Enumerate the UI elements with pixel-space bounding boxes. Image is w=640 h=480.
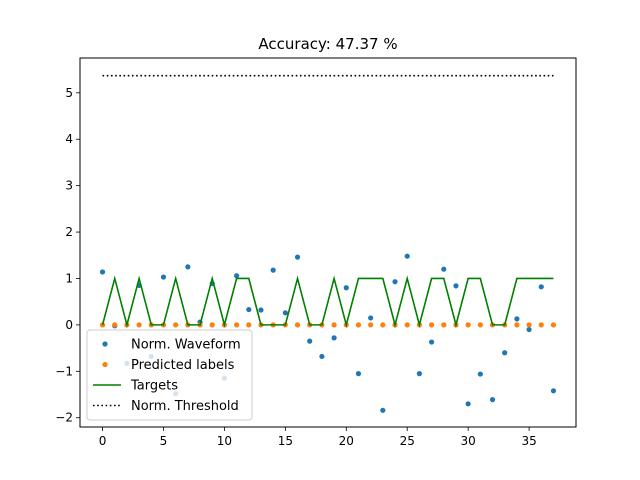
- norm-waveform-point: [502, 350, 508, 356]
- y-tick-label: −1: [55, 364, 73, 378]
- predicted-labels-point: [380, 322, 386, 328]
- legend-label-predicted-labels: Predicted labels: [131, 358, 235, 373]
- norm-waveform-point: [355, 371, 362, 377]
- predicted-labels-point: [368, 322, 374, 328]
- norm-waveform-point: [343, 285, 349, 291]
- legend-marker-norm-waveform: [102, 341, 108, 347]
- norm-waveform-point: [282, 310, 288, 316]
- y-tick-label: 0: [65, 318, 73, 332]
- x-tick-label: 35: [521, 434, 536, 448]
- x-tick-label: 10: [217, 434, 232, 448]
- predicted-labels-point: [441, 322, 447, 328]
- y-tick-label: 1: [65, 271, 73, 285]
- norm-waveform-point: [416, 371, 423, 377]
- predicted-labels-point: [246, 322, 252, 328]
- plot-area: [99, 74, 557, 413]
- x-tick-label: 25: [400, 434, 415, 448]
- norm-waveform-point: [331, 335, 337, 341]
- norm-waveform-point: [368, 315, 374, 321]
- norm-waveform-point: [319, 353, 325, 360]
- legend-label-targets: Targets: [130, 379, 178, 394]
- legend-marker-predicted-labels: [102, 361, 108, 368]
- norm-waveform-point: [477, 371, 483, 377]
- predicted-labels-point: [465, 322, 471, 328]
- norm-waveform-point: [428, 339, 435, 345]
- norm-waveform-point: [185, 264, 191, 270]
- norm-waveform-point: [404, 253, 410, 259]
- axes-frame: [79, 57, 577, 428]
- predicted-labels-point: [355, 322, 362, 328]
- predicted-labels-point: [404, 322, 410, 328]
- predicted-labels-point: [112, 322, 118, 328]
- norm-waveform-point: [526, 326, 532, 333]
- norm-waveform-point: [160, 274, 167, 280]
- predicted-labels-point: [538, 322, 544, 328]
- norm-waveform-point: [246, 306, 252, 313]
- legend-label-norm-waveform: Norm. Waveform: [131, 338, 241, 353]
- axes: 0 5 10 15 20 25 30 35 −2 −1 0 1 2 3 4 5: [55, 57, 577, 448]
- y-tick-label: 4: [65, 132, 73, 146]
- legend-box: [86, 329, 253, 421]
- predicted-labels-point: [294, 322, 301, 328]
- norm-waveform-point: [233, 273, 240, 279]
- norm-waveform-point: [514, 316, 520, 322]
- norm-waveform-point: [307, 338, 313, 344]
- y-tick-label: 2: [65, 225, 73, 239]
- norm-waveform-point: [294, 254, 301, 260]
- x-tick-label: 5: [160, 434, 168, 448]
- x-tick-label: 0: [99, 434, 107, 448]
- predicted-labels-point: [209, 322, 215, 328]
- predicted-labels-point: [233, 322, 240, 328]
- predicted-labels-point: [550, 322, 557, 328]
- norm-waveform-point: [99, 269, 106, 275]
- norm-waveform-point: [392, 279, 398, 285]
- norm-waveform-point: [550, 388, 557, 394]
- y-tick-label: 5: [65, 86, 73, 100]
- norm-waveform-point: [489, 397, 496, 403]
- legend: Norm. Waveform Predicted labels Targets Nor…: [86, 329, 253, 421]
- x-tick-label: 20: [339, 434, 354, 448]
- y-tick-label: 3: [65, 179, 73, 193]
- y-tick-label: −2: [55, 411, 73, 425]
- norm-waveform-point: [453, 283, 459, 289]
- predicted-labels-point: [331, 322, 337, 328]
- x-tick-label: 30: [461, 434, 476, 448]
- norm-waveform-point: [380, 407, 386, 413]
- predicted-labels-point: [136, 322, 142, 328]
- chart-title: Accuracy: 47.37 %: [258, 35, 397, 53]
- predicted-labels-point: [477, 322, 483, 328]
- norm-waveform-point: [270, 267, 276, 273]
- predicted-labels-point: [428, 322, 435, 328]
- predicted-labels-point: [514, 322, 520, 328]
- predicted-labels-point: [526, 322, 532, 328]
- targets-line: [101, 275, 554, 329]
- legend-label-norm-threshold: Norm. Threshold: [131, 399, 239, 414]
- norm-waveform-point: [441, 266, 447, 272]
- norm-waveform-point: [258, 307, 264, 313]
- norm-waveform-point: [538, 284, 544, 290]
- x-tick-label: 15: [278, 434, 293, 448]
- predicted-labels-point: [173, 322, 179, 328]
- norm-waveform-point: [465, 401, 471, 407]
